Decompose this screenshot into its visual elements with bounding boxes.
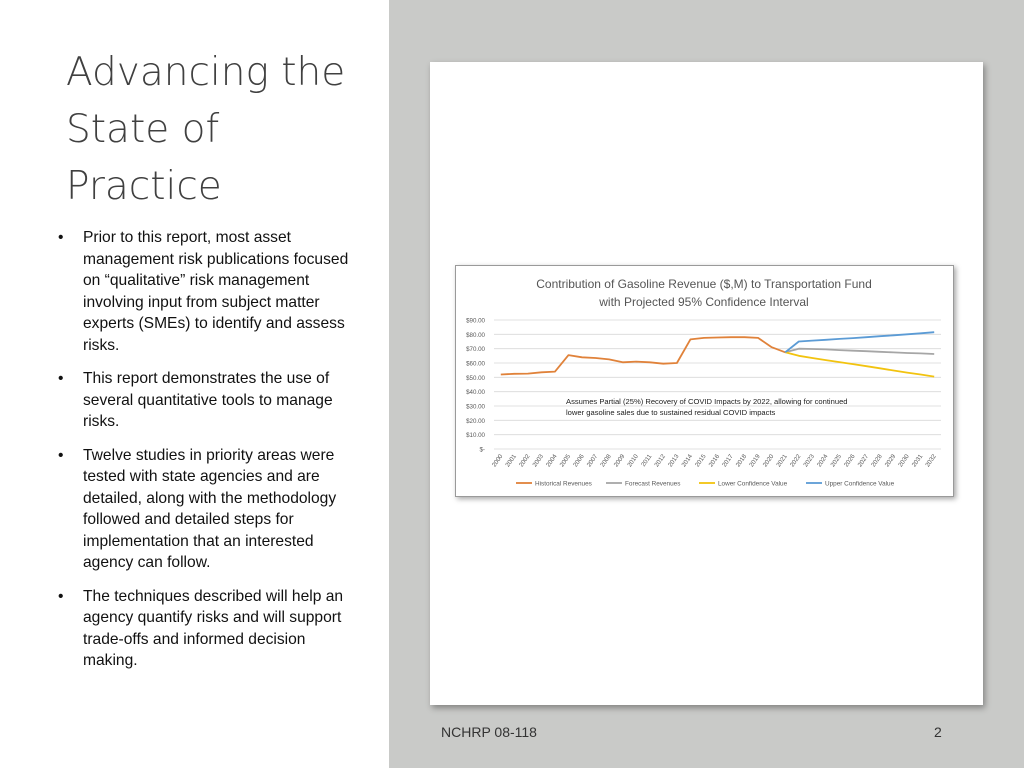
chart-legend-label: Upper Confidence Value (825, 480, 895, 487)
chart-x-tick-label: 2009 (613, 453, 627, 469)
chart-x-tick-label: 2008 (599, 453, 613, 469)
chart-x-tick-label: 2007 (586, 453, 600, 469)
chart-x-tick-label: 2020 (762, 453, 776, 469)
chart-legend-label: Historical Revenues (535, 480, 592, 487)
page-number: 2 (934, 724, 942, 740)
chart-annotation-line: lower gasoline sales due to sustained re… (566, 408, 776, 417)
chart-x-tick-label: 2032 (924, 453, 938, 469)
bullet-glyph: • (58, 587, 64, 605)
chart-series-line (784, 331, 935, 354)
chart-x-tick-label: 2029 (884, 453, 898, 469)
chart-title: Contribution of Gasoline Revenue ($,M) t… (536, 277, 872, 291)
chart-x-tick-label: 2015 (694, 453, 708, 469)
bullet-list: • Prior to this report, most asset manage… (58, 227, 358, 684)
chart-y-tick-label: $30.00 (466, 404, 485, 411)
bullet-text: The techniques described will help an ag… (83, 587, 344, 670)
bullet-text: Prior to this report, most asset managem… (83, 229, 349, 354)
chart-x-tick-label: 2019 (748, 453, 762, 469)
chart-y-tick-label: $40.00 (466, 389, 485, 396)
chart-x-tick-label: 2022 (789, 453, 803, 469)
chart-x-tick-label: 2028 (870, 453, 884, 469)
bullet-item: • Prior to this report, most asset manage… (58, 227, 358, 356)
chart-y-tick-label: $20.00 (466, 418, 485, 425)
chart-annotation-line: Assumes Partial (25%) Recovery of COVID … (566, 397, 848, 406)
bullet-text: Twelve studies in priority areas were te… (83, 446, 337, 572)
chart-series-line (784, 351, 935, 378)
chart-legend-label: Lower Confidence Value (718, 480, 788, 487)
chart-series-line (500, 336, 786, 376)
chart-y-tick-label: $60.00 (466, 361, 485, 368)
chart-x-tick-label: 2012 (653, 453, 667, 469)
bullet-glyph: • (58, 370, 64, 387)
chart-x-tick-label: 2001 (504, 453, 518, 469)
bullet-glyph: • (58, 446, 64, 464)
footer-text: NCHRP 08-118 (441, 724, 537, 740)
chart-legend-label: Forecast Revenues (625, 480, 680, 487)
chart-x-tick-label: 2025 (829, 453, 843, 469)
bullet-item: • Twelve studies in priority areas were t… (58, 445, 358, 574)
chart-y-tick-label: $90.00 (466, 318, 485, 325)
chart-subtitle: with Projected 95% Confidence Interval (598, 295, 808, 309)
chart-x-tick-label: 2002 (518, 453, 532, 469)
chart-x-tick-label: 2010 (626, 453, 640, 469)
bullet-glyph: • (58, 229, 64, 246)
chart-x-tick-label: 2014 (680, 453, 694, 469)
chart-y-tick-label: $70.00 (466, 346, 485, 353)
chart-x-tick-label: 2011 (640, 453, 654, 468)
bullet-item: • This report demonstrates the use of sev… (58, 368, 358, 433)
revenue-chart: Contribution of Gasoline Revenue ($,M) t… (455, 265, 954, 497)
chart-canvas: Contribution of Gasoline Revenue ($,M) t… (466, 277, 941, 487)
chart-y-tick-label: $- (479, 447, 485, 454)
chart-x-tick-label: 2023 (802, 453, 816, 469)
chart-x-tick-label: 2030 (897, 453, 911, 469)
chart-x-tick-label: 2017 (721, 453, 735, 469)
slide-title: Advancing the State of Practice (66, 50, 346, 209)
chart-x-tick-label: 2016 (708, 453, 722, 469)
chart-x-tick-label: 2003 (531, 453, 545, 469)
chart-y-tick-label: $50.00 (466, 375, 485, 382)
bullet-item: • The techniques described will help an a… (58, 586, 358, 672)
chart-x-tick-label: 2005 (559, 453, 573, 469)
chart-x-tick-label: 2018 (735, 453, 749, 469)
chart-y-tick-label: $80.00 (466, 332, 485, 339)
text-panel: Advancing the State of Practice • Prior t… (0, 0, 389, 768)
chart-x-tick-label: 2026 (843, 453, 857, 469)
chart-x-tick-label: 2027 (857, 453, 871, 469)
chart-x-tick-label: 2013 (667, 453, 681, 469)
chart-x-tick-label: 2031 (911, 453, 925, 469)
chart-x-tick-label: 2004 (545, 453, 559, 469)
chart-x-tick-label: 2006 (572, 453, 586, 469)
chart-x-tick-label: 2024 (816, 453, 830, 469)
chart-y-tick-label: $10.00 (466, 432, 485, 439)
chart-x-tick-label: 2000 (491, 453, 505, 469)
chart-series-line (784, 347, 935, 355)
chart-x-tick-label: 2021 (775, 453, 789, 469)
bullet-text: This report demonstrates the use of seve… (83, 370, 333, 430)
